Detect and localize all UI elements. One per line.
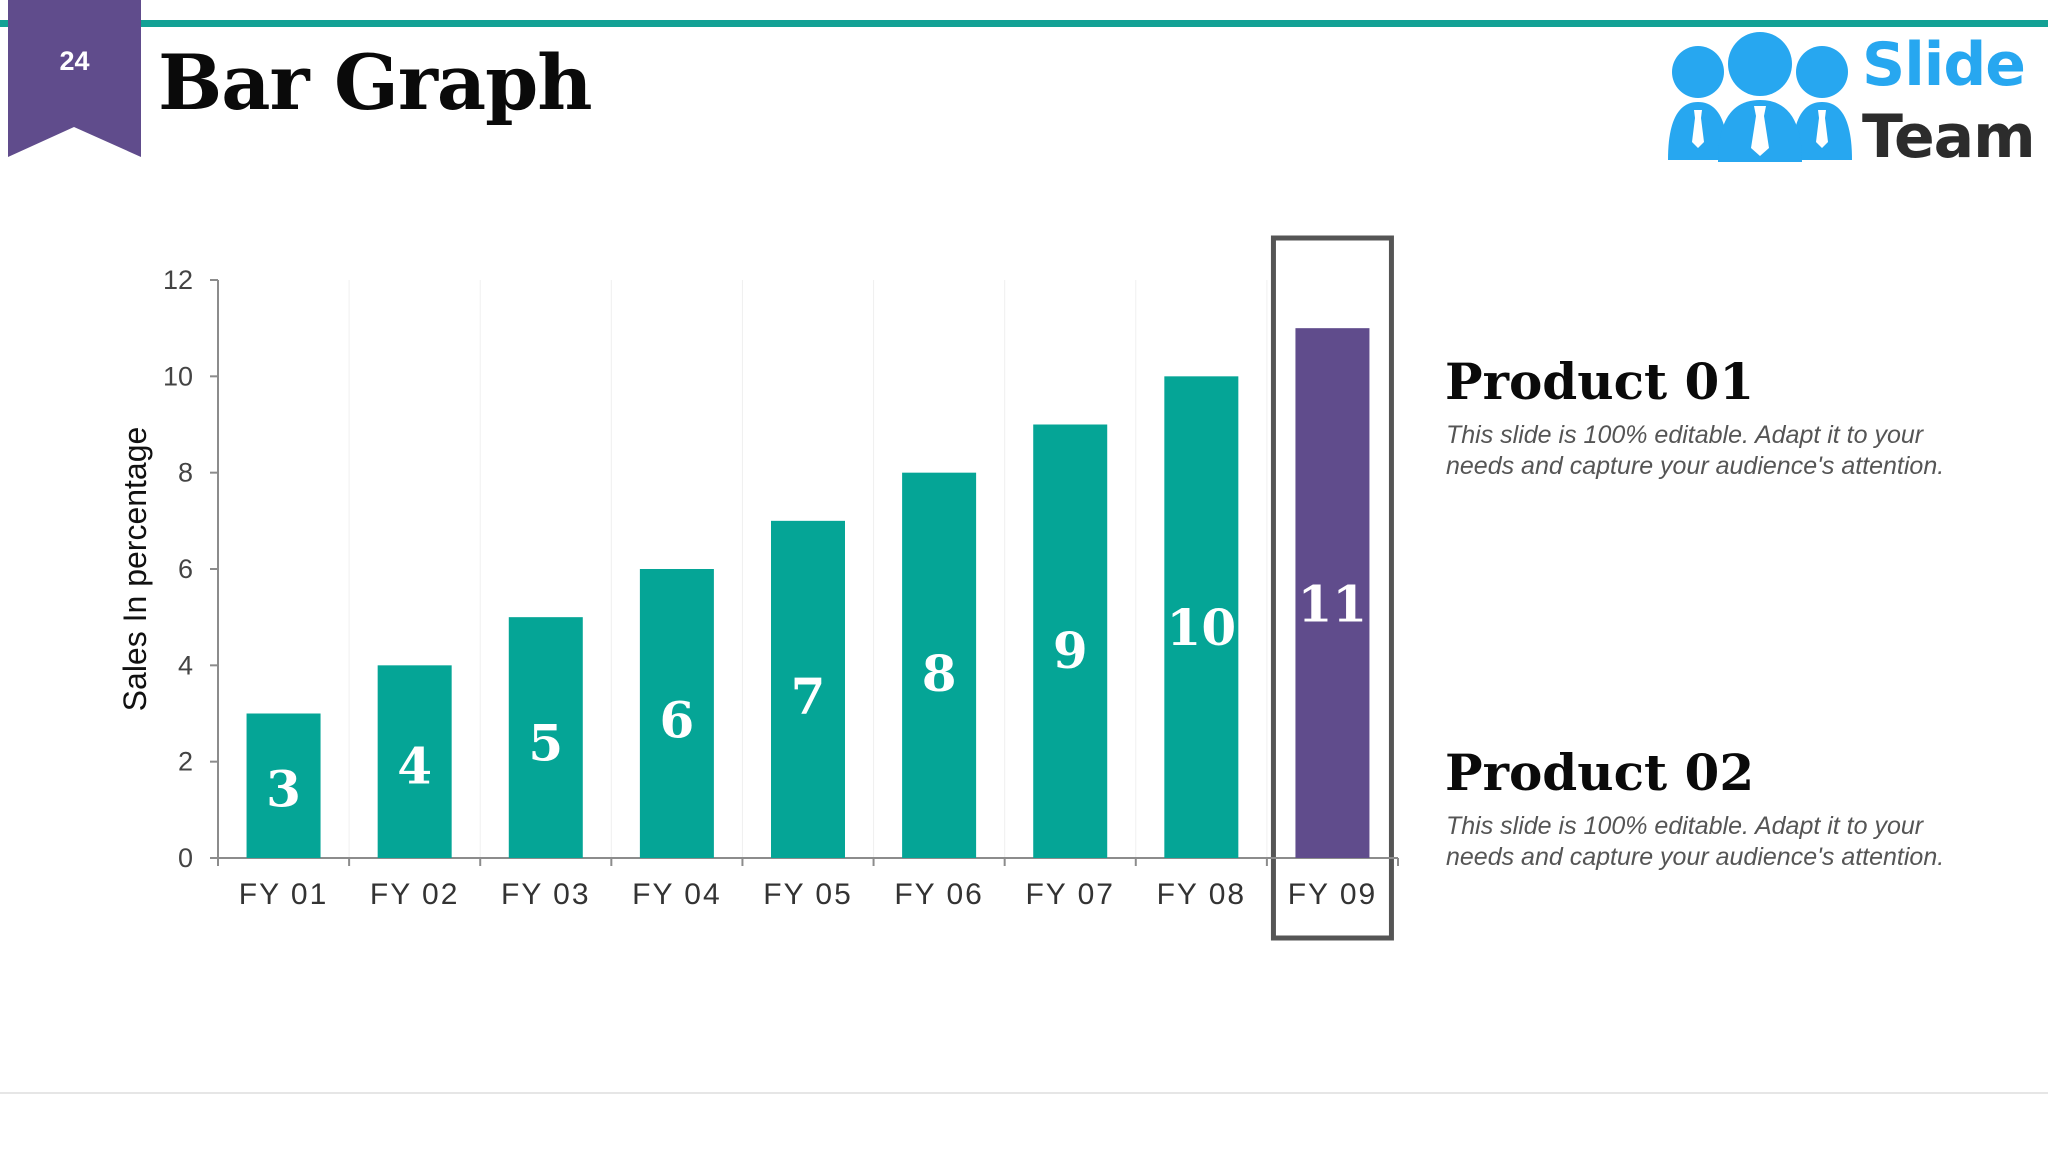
highlight-frame (1270, 235, 1394, 941)
y-tick-label: 6 (178, 554, 193, 584)
y-tick-label: 12 (163, 265, 193, 295)
bar (377, 665, 452, 858)
y-tick-label: 4 (178, 650, 193, 680)
x-category-label: FY 09 (1288, 878, 1378, 911)
slideteam-logo: Slide Team (1660, 30, 2036, 172)
footer-divider (0, 1092, 2048, 1094)
data-label: 6 (659, 690, 694, 749)
data-label: 7 (791, 667, 826, 726)
x-category-label: FY 07 (1025, 878, 1115, 911)
product-02-title: Product 02 (1445, 743, 1755, 802)
data-label: 5 (528, 713, 563, 772)
x-category-label: FY 08 (1157, 878, 1247, 911)
bar (902, 472, 977, 858)
data-label: 10 (1167, 598, 1237, 657)
bar (1295, 328, 1370, 859)
y-tick-label: 2 (178, 747, 193, 777)
page-number-badge: 24 (8, 0, 141, 157)
y-tick-label: 10 (163, 361, 193, 391)
x-category-label: FY 04 (632, 878, 722, 911)
x-category-label: FY 06 (894, 878, 984, 911)
logo-text-slide: Slide (1862, 30, 2026, 100)
bar (1033, 424, 1108, 858)
data-label: 11 (1298, 575, 1368, 634)
bar (1164, 376, 1239, 858)
slide-title: Bar Graph (158, 38, 593, 127)
bar (508, 617, 583, 858)
data-label: 9 (1053, 621, 1088, 680)
x-category-label: FY 03 (501, 878, 591, 911)
y-axis-title: Sales In percentage (117, 427, 153, 712)
y-tick-label: 0 (178, 843, 193, 873)
logo-text-team: Team (1862, 102, 2036, 172)
product-01-description: This slide is 100% editable. Adapt it to… (1446, 421, 1945, 480)
product-02-description: This slide is 100% editable. Adapt it to… (1446, 812, 1945, 871)
y-tick-label: 8 (178, 458, 193, 488)
data-label: 8 (922, 644, 957, 703)
product-01-title: Product 01 (1445, 352, 1755, 411)
x-category-label: FY 01 (239, 878, 329, 911)
bar (639, 569, 714, 858)
bar (771, 520, 845, 858)
team-people-icon (1668, 32, 1852, 162)
header-accent-line (0, 20, 2048, 27)
x-category-label: FY 05 (763, 878, 853, 911)
x-category-label: FY 02 (370, 878, 460, 911)
page-number: 24 (59, 46, 90, 76)
data-label: 3 (266, 760, 301, 819)
bar (246, 713, 321, 858)
data-label: 4 (397, 737, 432, 796)
